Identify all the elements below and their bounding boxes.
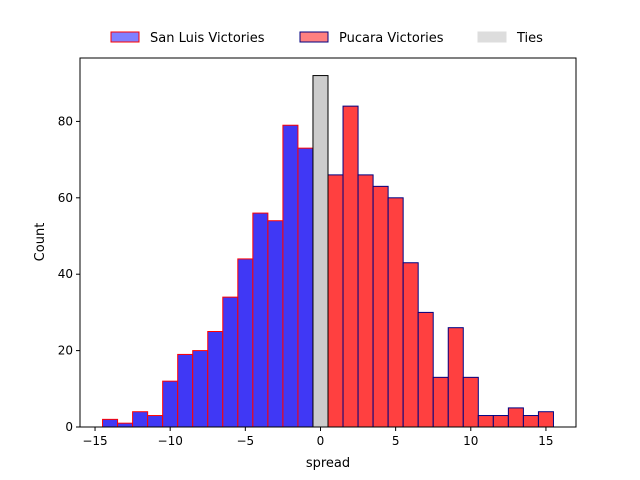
bar-san-luis-victories-9	[237, 258, 254, 428]
bar-pucara-victories-2	[357, 174, 374, 428]
bar-pucara-victories-6	[417, 311, 434, 428]
x-tick-label: −15	[82, 434, 107, 448]
legend: San Luis Victories Pucara Victories Ties	[110, 31, 543, 46]
x-tick-label: −5	[236, 434, 254, 448]
y-axis-label: Count	[33, 223, 48, 262]
x-tick-label: 15	[538, 434, 553, 448]
bar-pucara-victories-10	[477, 415, 494, 428]
y-tick-label: 60	[58, 191, 73, 205]
x-axis-ticks: −15 −10 −5 0 5 10 15	[82, 427, 554, 448]
bar-san-luis-victories-8	[222, 296, 239, 428]
legend-label: Pucara Victories	[339, 31, 444, 46]
bar-san-luis-victories-13	[297, 147, 314, 428]
bar-pucara-victories-7	[432, 376, 449, 428]
legend-label: San Luis Victories	[150, 31, 265, 46]
bar-pucara-victories-12	[507, 407, 524, 428]
bar-san-luis-victories-4	[162, 380, 179, 428]
legend-swatch-san-luis-victories	[110, 31, 140, 43]
bar-pucara-victories-0	[327, 174, 344, 428]
y-axis-ticks: 0 20 40 60 80	[58, 114, 80, 434]
bar-ties-0	[312, 75, 329, 428]
bar-san-luis-victories-7	[207, 331, 224, 428]
x-tick-label: −10	[158, 434, 183, 448]
legend-swatch-pucara-victories	[299, 31, 329, 43]
bar-pucara-victories-8	[447, 327, 464, 428]
x-axis-label: spread	[306, 456, 350, 471]
bar-san-luis-victories-10	[252, 212, 269, 428]
bar-san-luis-victories-5	[177, 353, 194, 428]
x-tick-label: 10	[463, 434, 478, 448]
axes-frame	[79, 57, 577, 428]
bar-pucara-victories-9	[462, 376, 479, 428]
bar-pucara-victories-1	[342, 105, 359, 428]
legend-label: Ties	[516, 31, 543, 46]
bar-san-luis-victories-6	[192, 350, 209, 428]
bar-san-luis-victories-0	[102, 418, 119, 428]
bar-pucara-victories-14	[537, 411, 554, 428]
bar-san-luis-victories-11	[267, 220, 284, 428]
y-tick-label: 40	[58, 267, 73, 281]
y-tick-label: 0	[65, 420, 73, 434]
bar-pucara-victories-5	[402, 262, 419, 428]
bar-pucara-victories-3	[372, 185, 389, 428]
x-tick-label: 5	[392, 434, 400, 448]
y-tick-label: 80	[58, 114, 73, 128]
bar-pucara-victories-13	[522, 415, 539, 428]
bar-san-luis-victories-2	[132, 411, 149, 428]
x-tick-label: 0	[317, 434, 325, 448]
bar-san-luis-victories-1	[117, 422, 134, 428]
bar-pucara-victories-11	[492, 415, 509, 428]
legend-swatch-ties	[477, 31, 507, 43]
bar-san-luis-victories-12	[282, 124, 299, 428]
bar-san-luis-victories-3	[147, 415, 164, 428]
y-tick-label: 20	[58, 344, 73, 358]
bar-pucara-victories-4	[387, 197, 404, 428]
